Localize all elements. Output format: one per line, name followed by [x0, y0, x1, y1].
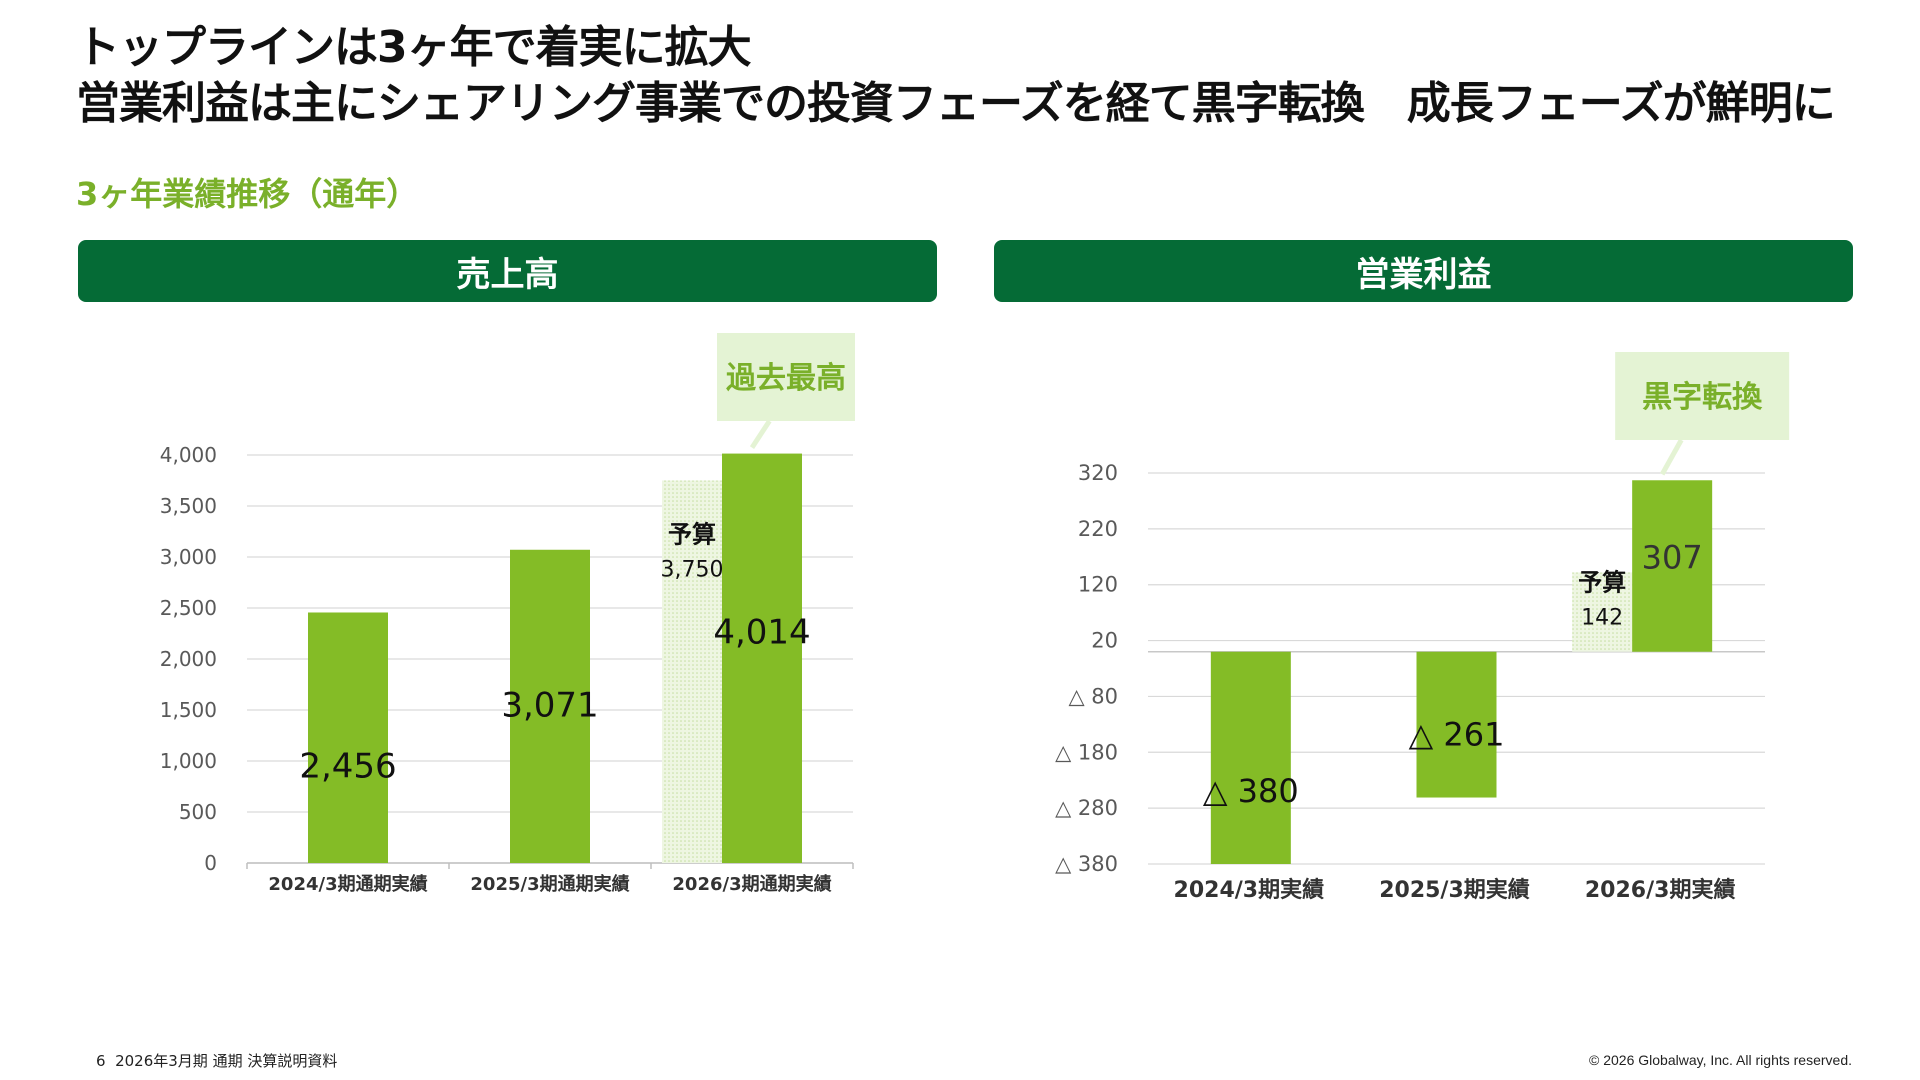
- budget-value-label: 142: [1581, 605, 1623, 630]
- y-tick-label: 1,500: [160, 698, 217, 722]
- y-tick-label: 3,000: [160, 545, 217, 569]
- y-tick-label: 500: [179, 800, 217, 824]
- operating-profit-chart: △ 380 △ 280 △ 180 △ 80 20 120 220 320 △ 380 △ 261…: [1055, 352, 1790, 903]
- callout-box: [1615, 352, 1790, 440]
- y-tick-label: 20: [1091, 629, 1118, 653]
- y-tick-label: 120: [1078, 573, 1118, 597]
- y-tick-label: △ 280: [1055, 796, 1118, 820]
- y-tick-label: 3,500: [160, 494, 217, 518]
- budget-value-label: 3,750: [661, 558, 724, 583]
- y-tick-label: 1,000: [160, 749, 217, 773]
- category-label: 2024/3期実績: [1174, 877, 1325, 903]
- bar: [1210, 651, 1291, 864]
- document-name: 2026年3月期 通期 決算説明資料: [115, 1052, 338, 1070]
- data-label: △ 380: [1203, 772, 1299, 810]
- title-line-1: トップラインは3ヶ年で着実に拡大: [76, 22, 752, 73]
- callout-text: 黒字転換: [1642, 380, 1763, 415]
- page-number: 6: [96, 1052, 106, 1070]
- category-label: 2024/3期通期実績: [268, 873, 427, 895]
- y-tick-label: 2,000: [160, 647, 217, 671]
- bar: [722, 453, 802, 863]
- category-label: 2026/3期通期実績: [672, 873, 831, 895]
- bar: [1632, 480, 1713, 652]
- data-label: 4,014: [713, 612, 810, 652]
- y-tick-label: △ 180: [1055, 740, 1118, 764]
- category-label: 2025/3期実績: [1379, 877, 1530, 903]
- revenue-chart: 0 500 1,000 1,500 2,000 2,500 3,000 3,500 4,000 2…: [160, 333, 855, 895]
- callout-box: [717, 333, 855, 421]
- budget-label: 予算: [668, 521, 716, 549]
- bar: [1416, 651, 1497, 798]
- section-subtitle: 3ヶ年業績推移（通年）: [76, 175, 419, 213]
- title-line-2: 営業利益は主にシェアリング事業での投資フェーズを経て黒字転換 成長フェーズが鮮明…: [76, 78, 1836, 129]
- budget-bar: [662, 480, 722, 863]
- footer-left: 6 2026年3月期 通期 決算説明資料: [96, 1050, 337, 1071]
- y-tick-label: △ 80: [1068, 684, 1118, 708]
- revenue-panel-header: 売上高: [78, 240, 937, 302]
- callout-pointer: [749, 419, 772, 449]
- data-label: 307: [1642, 538, 1703, 576]
- y-tick-label: △ 380: [1055, 852, 1118, 876]
- y-tick-label: 220: [1078, 517, 1118, 541]
- y-tick-label: 320: [1078, 461, 1118, 485]
- y-tick-label: 4,000: [160, 443, 217, 467]
- operating-profit-panel-header: 営業利益: [994, 240, 1853, 302]
- category-label: 2026/3期実績: [1585, 877, 1736, 903]
- bar: [510, 549, 590, 863]
- y-tick-label: 2,500: [160, 596, 217, 620]
- y-tick-label: 0: [204, 851, 217, 875]
- budget-bar: [1572, 572, 1633, 652]
- slide-title: トップラインは3ヶ年で着実に拡大 営業利益は主にシェアリング事業での投資フェーズ…: [76, 20, 1836, 132]
- data-label: △ 261: [1409, 716, 1505, 754]
- budget-label: 予算: [1578, 568, 1626, 596]
- data-label: 3,071: [501, 685, 598, 725]
- callout-pointer: [1659, 438, 1684, 476]
- copyright: © 2026 Globalway, Inc. All rights reserv…: [1589, 1052, 1852, 1068]
- data-label: 2,456: [299, 747, 396, 787]
- bar: [308, 612, 388, 863]
- category-label: 2025/3期通期実績: [470, 873, 629, 895]
- callout-text: 過去最高: [726, 361, 846, 396]
